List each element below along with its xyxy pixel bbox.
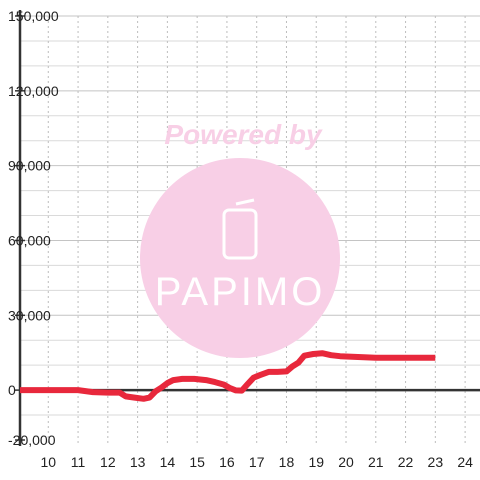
- x-tick-label: 15: [189, 454, 205, 470]
- x-tick-label: 19: [308, 454, 324, 470]
- x-tick-label: 21: [368, 454, 384, 470]
- x-tick-label: 10: [40, 454, 56, 470]
- series-layer: [20, 350, 436, 402]
- x-tick-label: 22: [398, 454, 414, 470]
- x-tick-label: 12: [100, 454, 116, 470]
- x-tick-label: 23: [428, 454, 444, 470]
- y-tick-label: 120,000: [8, 83, 59, 99]
- y-tick-label: 150,000: [8, 8, 59, 24]
- x-tick-label: 24: [457, 454, 473, 470]
- watermark: Powered by PAPIMO: [140, 119, 340, 358]
- x-axis-tick-labels: 10 11 12 13 14 15 16 17 18 19 20 21 22 23 24: [40, 454, 473, 470]
- watermark-powered-by: Powered by: [164, 119, 323, 150]
- phone-icon: [222, 198, 258, 260]
- y-tick-label: 0: [8, 382, 16, 398]
- x-tick-label: 16: [219, 454, 235, 470]
- y-tick-label: 60,000: [8, 232, 51, 248]
- watermark-logo-text: PAPIMO: [155, 270, 326, 314]
- y-axis-tick-labels: 150,000 120,000 90,000 60,000 30,000 0 -20,000: [8, 8, 59, 448]
- x-tick-label: 17: [249, 454, 265, 470]
- x-tick-label: 14: [160, 454, 176, 470]
- y-tick-label: -20,000: [8, 432, 56, 448]
- x-tick-label: 11: [71, 454, 86, 470]
- x-tick-label: 18: [279, 454, 295, 470]
- x-tick-label: 13: [130, 454, 146, 470]
- y-tick-label: 90,000: [8, 158, 51, 174]
- y-tick-label: 30,000: [8, 307, 51, 323]
- series-line: [20, 350, 436, 402]
- x-tick-label: 20: [338, 454, 354, 470]
